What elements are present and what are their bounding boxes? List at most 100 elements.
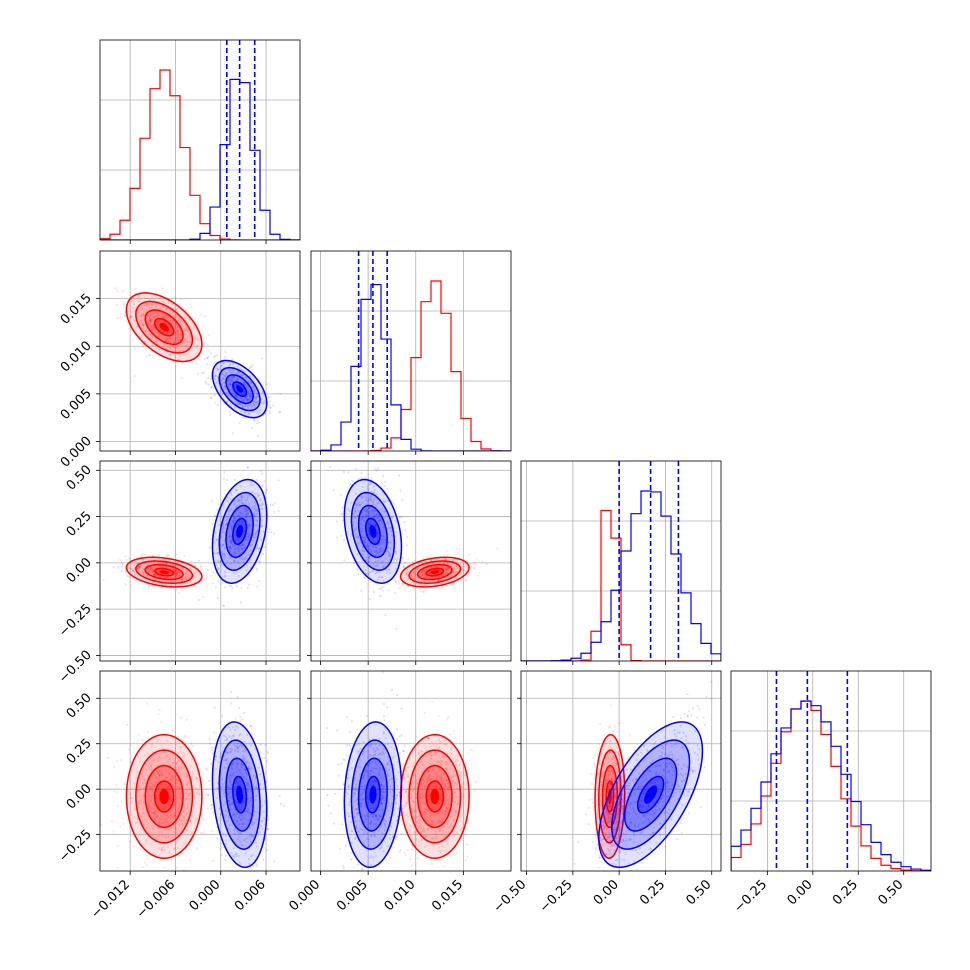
- scatter-point: [356, 536, 359, 539]
- scatter-point: [158, 575, 161, 578]
- scatter-point: [129, 792, 132, 796]
- scatter-point: [159, 721, 163, 724]
- scatter-point: [179, 333, 182, 337]
- scatter-point: [224, 524, 227, 527]
- scatter-point: [234, 852, 237, 855]
- scatter-point: [464, 578, 467, 582]
- scatter-point: [241, 400, 245, 403]
- scatter-point: [155, 347, 158, 351]
- scatter-point: [249, 566, 252, 569]
- scatter-point: [161, 316, 165, 319]
- scatter-point: [427, 769, 430, 772]
- scatter-point: [148, 318, 151, 322]
- scatter-point: [440, 797, 443, 800]
- scatter-point: [137, 565, 140, 568]
- scatter-point: [217, 551, 220, 554]
- scatter-point: [397, 580, 400, 584]
- scatter-point: [377, 829, 381, 832]
- scatter-point: [248, 812, 251, 815]
- scatter-point: [220, 563, 223, 567]
- scatter-point: [141, 865, 144, 869]
- scatter-point: [424, 808, 427, 811]
- scatter-point: [388, 541, 391, 544]
- scatter-point: [154, 837, 157, 840]
- scatter-point: [169, 771, 172, 774]
- scatter-point: [403, 529, 406, 532]
- scatter-point: [149, 786, 152, 790]
- scatter-point: [155, 291, 158, 294]
- scatter-point: [179, 716, 183, 719]
- scatter-point: [175, 842, 178, 845]
- scatter-point: [224, 735, 227, 738]
- scatter-point: [162, 300, 165, 303]
- scatter-point: [252, 402, 255, 405]
- scatter-point: [172, 576, 176, 579]
- scatter-point: [162, 566, 165, 569]
- scatter-point: [209, 378, 212, 381]
- scatter-point: [426, 575, 429, 579]
- scatter-point: [454, 761, 457, 764]
- scatter-point: [168, 789, 171, 792]
- scatter-point: [147, 353, 150, 356]
- scatter-point: [232, 771, 235, 774]
- scatter-point: [244, 404, 247, 407]
- scatter-point: [249, 375, 252, 378]
- scatter-point: [367, 560, 371, 564]
- scatter-point: [167, 901, 169, 903]
- scatter-point: [372, 783, 376, 786]
- scatter-point: [133, 782, 136, 785]
- scatter-point: [376, 793, 379, 796]
- scatter-point: [236, 830, 239, 833]
- scatter-point: [223, 553, 227, 556]
- scatter-point: [179, 343, 183, 346]
- scatter-point: [199, 565, 202, 568]
- scatter-point: [224, 387, 228, 390]
- scatter-point: [380, 520, 383, 523]
- scatter-point: [110, 820, 114, 823]
- scatter-point: [414, 779, 418, 782]
- scatter-point: [182, 810, 185, 814]
- scatter-point: [233, 749, 237, 752]
- scatter-point: [278, 411, 281, 414]
- scatter-point: [411, 560, 414, 564]
- scatter-point: [395, 837, 398, 840]
- scatter-point: [149, 319, 152, 322]
- scatter-point: [241, 822, 245, 825]
- scatter-point: [237, 768, 240, 771]
- scatter-point: [350, 532, 353, 535]
- scatter-point: [202, 371, 205, 375]
- scatter-point: [414, 809, 417, 812]
- scatter-point: [224, 585, 227, 589]
- scatter-point: [336, 536, 339, 539]
- scatter-point: [346, 776, 349, 780]
- scatter-point: [254, 398, 258, 401]
- scatter-point: [396, 784, 399, 788]
- scatter-point: [185, 352, 188, 355]
- scatter-point: [236, 763, 239, 767]
- scatter-point: [169, 319, 172, 322]
- scatter-point: [127, 748, 131, 751]
- scatter-point: [376, 516, 379, 519]
- scatter-point: [424, 580, 427, 583]
- scatter-point: [447, 808, 450, 811]
- scatter-point: [235, 525, 238, 528]
- scatter-point: [151, 584, 154, 587]
- scatter-point: [421, 574, 425, 577]
- scatter-point: [441, 586, 444, 589]
- scatter-point: [174, 571, 177, 575]
- scatter-point: [253, 403, 256, 406]
- scatter-point: [230, 493, 233, 496]
- scatter-point: [389, 526, 392, 529]
- scatter-point: [412, 588, 416, 591]
- scatter-point: [168, 803, 171, 807]
- scatter-point: [433, 753, 436, 757]
- scatter-point: [397, 770, 400, 774]
- scatter-point: [220, 582, 223, 585]
- scatter-point: [251, 506, 254, 509]
- scatter-point: [249, 391, 252, 394]
- scatter-point: [193, 796, 197, 800]
- scatter-point: [152, 567, 156, 570]
- scatter-point: [430, 820, 433, 823]
- scatter-point: [380, 803, 383, 806]
- scatter-point: [137, 733, 141, 736]
